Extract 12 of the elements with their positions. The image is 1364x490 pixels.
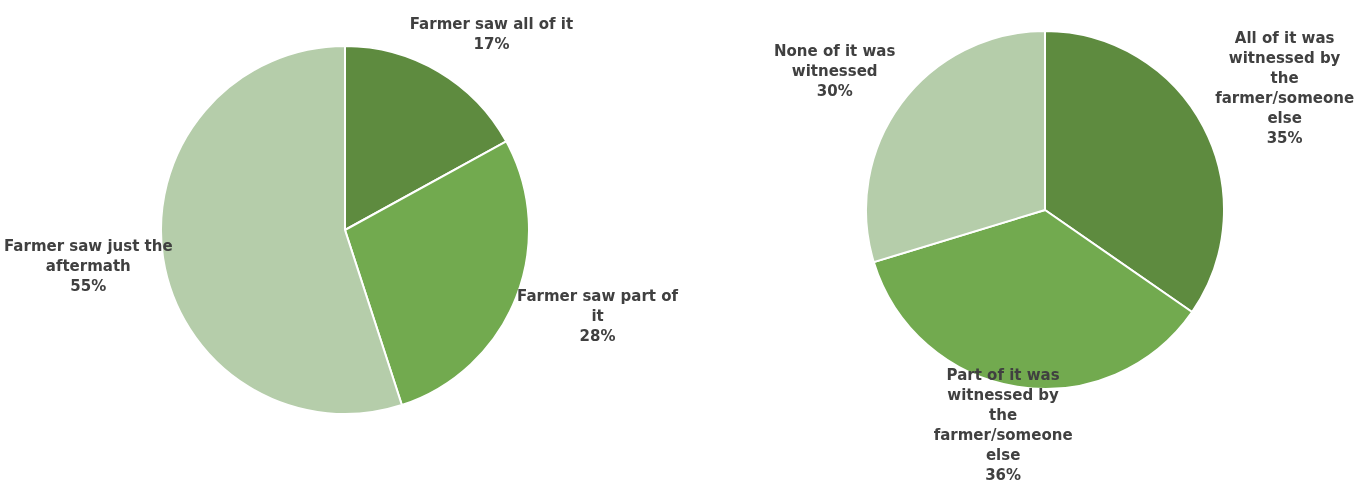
slice-label: All of it was witnessed by the farmer/someone else xyxy=(1215,28,1355,127)
data-label: 36% xyxy=(985,465,1022,484)
data-label: 55% xyxy=(70,276,107,295)
slice-label: Part of it was witnessed by the farmer/someone else xyxy=(933,365,1073,464)
data-label: 28% xyxy=(579,326,616,345)
data-label: 35% xyxy=(1266,128,1303,147)
data-label: 30% xyxy=(816,82,853,101)
slice-label: Farmer saw all of it xyxy=(409,15,574,34)
slice-label: Farmer saw part of it xyxy=(517,286,679,325)
slice-label: Farmer saw just the aftermath xyxy=(4,236,173,275)
data-label: 17% xyxy=(473,35,510,54)
slice-label: None of it was witnessed xyxy=(773,42,896,81)
